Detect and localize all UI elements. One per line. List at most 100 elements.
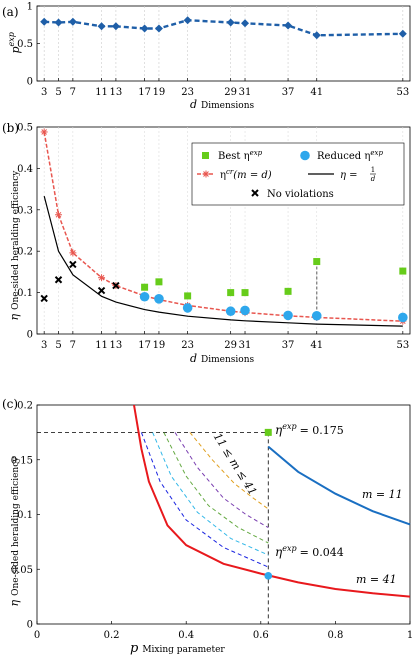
panel-c-annotation-high-sup: exp xyxy=(282,422,296,431)
panel-c-y-tick-label: 0.15 xyxy=(11,455,33,466)
panel-b-noviolation-point-stroke xyxy=(112,281,120,290)
panel-a-x-tick-label: 3 xyxy=(41,87,47,98)
panel-c-curve-m11 xyxy=(267,445,411,526)
panel-a-x-tick-label: 37 xyxy=(282,87,295,98)
panel-b-legend-reduced-marker xyxy=(300,150,310,161)
panel-b-series xyxy=(40,128,408,327)
panel-a-x-tick-label: 53 xyxy=(396,87,409,98)
panel-b-frame xyxy=(36,126,411,335)
panel-a-x-tick-label: 7 xyxy=(70,87,76,98)
panel-a-y-label: pexp xyxy=(7,32,22,53)
panel-a: (a) 3 5 7 11 13 17 19 23 29 31 37 41 53 00.51 pexp d… xyxy=(2,2,411,111)
panel-b-x-tick-label: 5 xyxy=(55,340,61,351)
panel-b-noviolation-point xyxy=(112,281,120,290)
panel-c-point-high xyxy=(264,428,272,436)
panel-b-x-ticks: 3 5 7 11 13 17 19 23 29 31 37 41 53 xyxy=(41,331,409,351)
panel-b-y-tick-label: 0 xyxy=(27,330,33,341)
panel-a-point xyxy=(398,29,407,38)
panel-b-noviolation-point-stroke xyxy=(40,294,48,303)
panel-b-reduced-point xyxy=(283,310,293,321)
panel-c-x-ticks: 0 0.2 0.4 0.6 0.8 1 xyxy=(34,621,413,641)
panel-b-critical-point xyxy=(55,211,63,219)
panel-b-y-tick-label: 0.1 xyxy=(17,288,33,299)
panel-b-x-tick-label: 3 xyxy=(41,340,47,351)
panel-b-reduced-point xyxy=(311,310,322,321)
panel-a-point xyxy=(284,21,293,30)
panel-b-reduced-point xyxy=(154,294,164,304)
panel-b-critical-point xyxy=(40,128,48,136)
panel-a-point xyxy=(140,24,149,33)
panel-b-noviolation-point xyxy=(40,294,48,303)
panel-c-label-m11: m = 11 xyxy=(362,488,403,501)
panel-b-legend-bound-frac-num: 1 xyxy=(371,166,375,174)
panel-b-y-tick-label: 0.3 xyxy=(17,205,33,216)
panel-a-x-tick-label: 17 xyxy=(138,87,151,98)
panel-c-x-tick-label: 0.2 xyxy=(104,630,120,641)
panel-a-gridlines xyxy=(43,6,404,81)
panel-c-annotation-low: ηexp = 0.044 xyxy=(275,544,344,559)
panel-a-point xyxy=(154,24,163,33)
panel-b-x-tick-label: 11 xyxy=(95,340,108,351)
panel-a-point xyxy=(54,18,63,27)
panel-b: (b) 3 5 7 11 13 17 19 23 29 31 37 41 53 0 0.1 0.2 0.3 0.… xyxy=(2,121,411,365)
panel-b-critical-point xyxy=(98,274,106,282)
panel-c-y-label: ηOne-sided heralding efficiency xyxy=(8,456,21,607)
panel-a-point xyxy=(68,17,77,26)
panel-a-point xyxy=(40,17,49,26)
panel-b-best-point xyxy=(241,289,249,297)
panel-c-annotation-low-sup: exp xyxy=(282,544,296,553)
panel-b-noviolation-point-stroke xyxy=(97,286,106,295)
panel-a-point xyxy=(241,19,250,28)
panel-c-x-label: p Mixing parameter xyxy=(130,641,225,656)
panel-a-point xyxy=(111,22,120,31)
panel-b-x-tick-label: 19 xyxy=(153,340,166,351)
panel-b-label: (b) xyxy=(2,121,19,135)
panel-b-best-point xyxy=(313,258,321,266)
panel-c-annotation-low-value: = 0.044 xyxy=(300,546,344,559)
panel-b-best-point xyxy=(399,267,407,275)
panel-c-curve-m41 xyxy=(133,404,411,598)
panel-c-series xyxy=(37,404,411,624)
panel-c-y-tick-label: 0.1 xyxy=(17,510,33,521)
panel-b-y-tick-label: 0.2 xyxy=(17,247,33,258)
panel-c-intermediate-curve xyxy=(189,432,269,510)
panel-b-reduced-point xyxy=(225,306,236,317)
panel-b-x-tick-label: 41 xyxy=(310,340,323,351)
panel-c-annotation-high-value: = 0.175 xyxy=(300,424,344,437)
panel-b-legend-noviolation-label: No violations xyxy=(267,189,334,200)
panel-b-best-point xyxy=(155,278,163,286)
panel-a-x-tick-label: 23 xyxy=(181,87,194,98)
panel-c: (c) 0 0.2 0.4 0.6 0.8 1 00.050.10.150.2 ηexp =… xyxy=(2,397,413,656)
panel-b-noviolation-point xyxy=(69,260,77,269)
panel-b-legend-critical-marker-stroke xyxy=(203,171,209,177)
panel-b-legend-reduced-label-main: Reduced η xyxy=(317,151,370,162)
panel-c-x-tick-label: 0.6 xyxy=(253,630,269,641)
panel-c-annotation-high: ηexp = 0.175 xyxy=(275,422,344,437)
panel-b-x-tick-label: 53 xyxy=(396,340,409,351)
panel-a-frame xyxy=(36,5,411,82)
panel-b-legend-box xyxy=(191,142,405,206)
panel-c-x-tick-label: 0 xyxy=(34,630,40,641)
panel-b-y-label: ηOne-sided heralding efficiency xyxy=(8,170,21,321)
panel-b-legend-critical-label: ηcr(m = d) xyxy=(220,168,272,181)
panel-b-x-label: d Dimensions xyxy=(190,352,255,365)
panel-c-label: (c) xyxy=(2,397,18,411)
panel-c-intermediate-curve xyxy=(140,432,269,568)
panel-c-y-tick-label: 0 xyxy=(27,620,33,631)
panel-a-x-tick-label: 29 xyxy=(224,87,237,98)
panel-b-noviolation-point-stroke xyxy=(69,260,77,269)
panel-b-noviolation-point-stroke xyxy=(54,276,63,284)
panel-b-critical-point-stroke xyxy=(55,211,62,218)
panel-b-critical-point-stroke xyxy=(98,274,105,281)
panel-c-label-m41: m = 41 xyxy=(356,573,397,586)
panel-a-point xyxy=(226,18,235,27)
panel-b-legend-bound-frac-den: d xyxy=(371,175,376,183)
panel-b-best-point xyxy=(284,287,292,295)
panel-a-line xyxy=(44,18,403,37)
panel-b-legend-best-label: Best ηexp xyxy=(218,149,263,162)
panel-b-legend-best-label-sup: exp xyxy=(250,149,263,157)
panel-b-legend-bound-label: η = xyxy=(340,170,358,181)
panel-b-y-tick-label: 0.4 xyxy=(17,164,33,175)
